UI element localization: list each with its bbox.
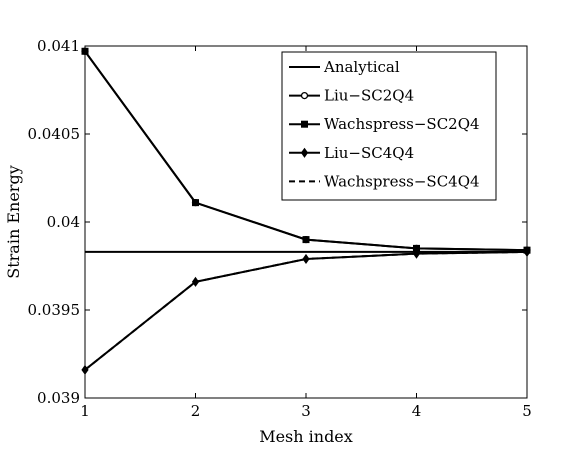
y-tick-label-1: 0.0395: [28, 301, 81, 319]
legend-marker-3: [300, 147, 309, 158]
x-tick-label-1: 2: [191, 402, 201, 420]
series-line-3: [84, 250, 528, 371]
y-axis-label: Strain Energy: [4, 165, 23, 278]
series-2-point-3: [413, 244, 420, 252]
y-tick-label-2: 0.04: [47, 213, 80, 231]
series-2-point-1: [192, 199, 199, 207]
legend-marker-2: [301, 120, 308, 128]
x-tick-label-2: 3: [301, 402, 311, 420]
x-tick-label-4: 5: [522, 402, 532, 420]
legend-label-0: Analytical: [323, 58, 400, 76]
series-2-point-2: [302, 236, 310, 244]
series-line-4: [84, 250, 528, 371]
legend: Analytical Liu−SC2Q4 Wachspress−SC2Q4 Liu−S…: [281, 51, 497, 201]
y-tick-label-3: 0.0405: [28, 125, 81, 143]
axes: 1 2 3 4 5 0.039 0.0395 0.04 0.0405 0.041 Mesh inde…: [4, 37, 532, 446]
y-tick-label-4: 0.041: [37, 37, 80, 55]
legend-label-2: Wachspress−SC2Q4: [324, 115, 480, 133]
y-tick-label-0: 0.039: [37, 389, 80, 407]
x-tick-label-3: 4: [412, 402, 422, 420]
x-axis-label: Mesh index: [259, 427, 353, 446]
legend-label-4: Wachspress−SC4Q4: [324, 172, 480, 190]
legend-label-1: Liu−SC2Q4: [324, 87, 414, 105]
legend-box: [281, 51, 497, 201]
legend-marker-1: [300, 91, 309, 100]
legend-label-3: Liu−SC4Q4: [324, 144, 414, 162]
x-tick-label-0: 1: [80, 402, 90, 420]
plot-area: [81, 47, 531, 375]
